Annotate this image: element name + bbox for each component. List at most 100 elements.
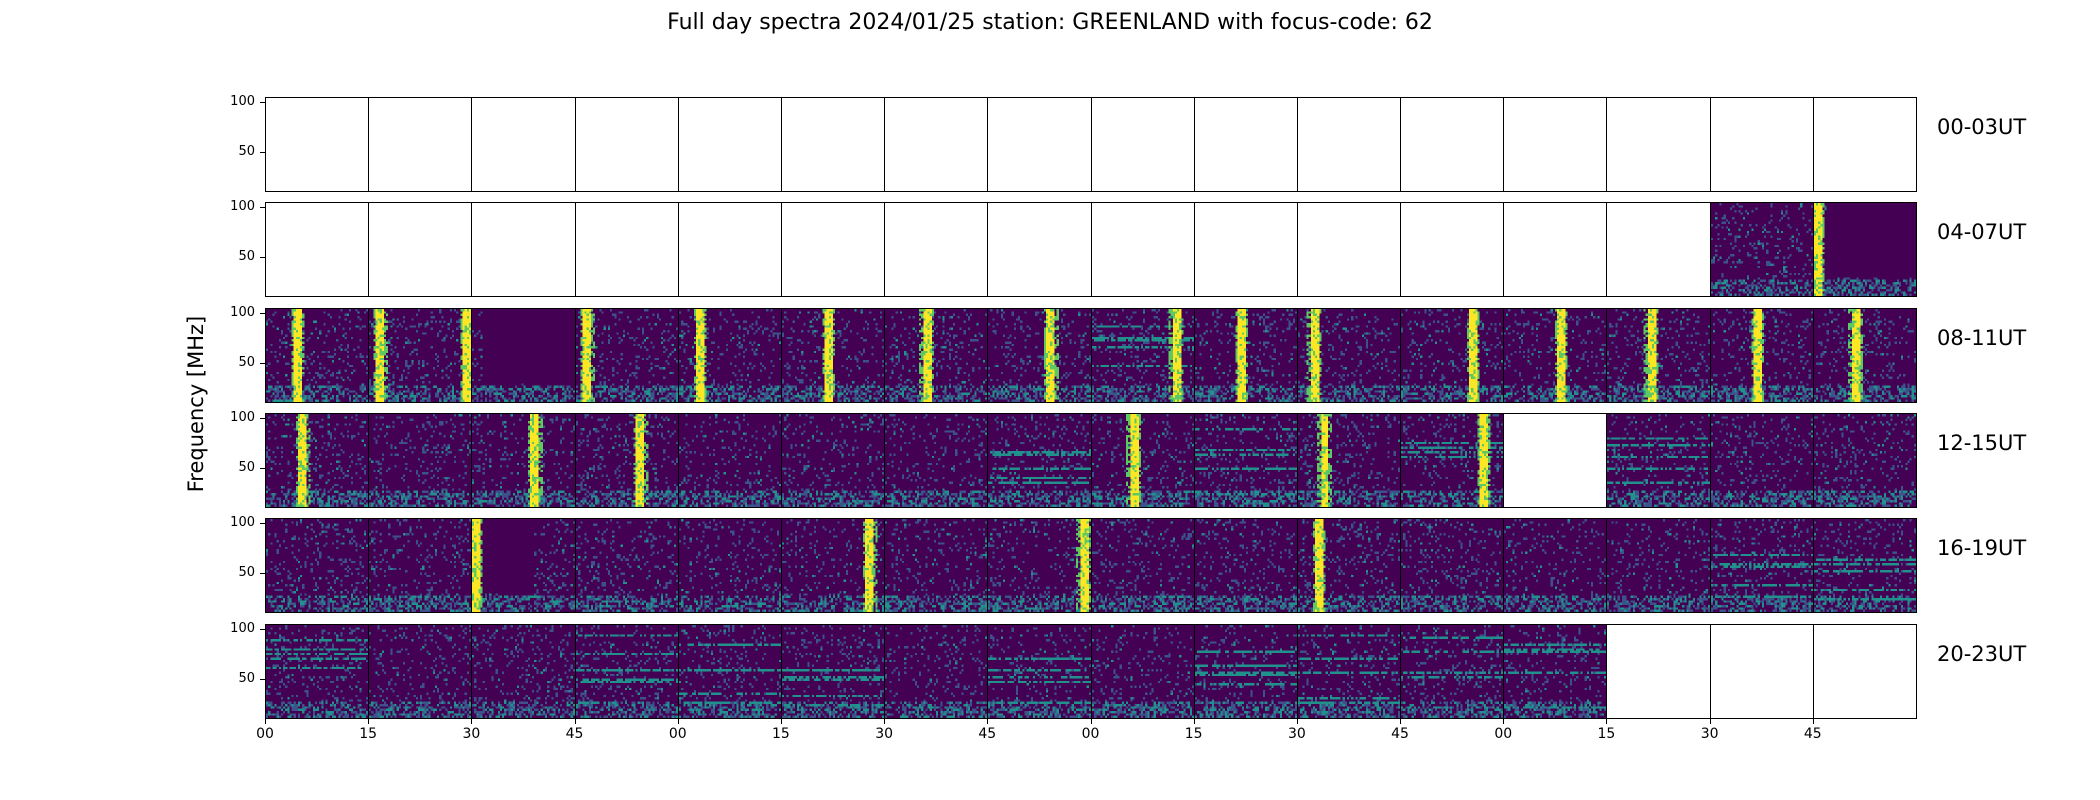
- spectrum-heatmap: [1091, 413, 1194, 507]
- spectrum-panel: [1503, 202, 1608, 298]
- spectrum-heatmap: [1297, 519, 1401, 613]
- y-tick-label: 100: [230, 409, 255, 425]
- x-tick-label: 30: [1287, 725, 1306, 742]
- y-tick-mark: [260, 678, 265, 680]
- x-tick-label: 45: [565, 725, 584, 742]
- spectrum-heatmap: [988, 624, 1091, 718]
- spectrum-panel: [471, 307, 576, 403]
- spectrum-panel: [884, 202, 989, 298]
- spectrum-panel: [677, 97, 782, 192]
- spectrum-heatmap: [781, 624, 885, 718]
- spectrum-heatmap: [1194, 308, 1297, 402]
- spectrum-panel: [471, 97, 576, 192]
- spectrum-panel: [1812, 412, 1917, 508]
- y-tick-label: 50: [238, 144, 255, 159]
- spectrum-heatmap: [1401, 308, 1504, 402]
- spectrum-panel: [1503, 412, 1608, 508]
- spectrum-panel: [368, 97, 473, 192]
- x-tick-mark: [471, 718, 473, 724]
- spectrum-panel: [1709, 518, 1814, 614]
- spectrum-panel: [677, 518, 782, 614]
- spectrum-panel: [1400, 623, 1505, 719]
- spectrum-heatmap: [1091, 519, 1194, 613]
- spectrum-heatmap: [1504, 624, 1607, 718]
- spectrum-heatmap: [575, 519, 678, 613]
- spectrum-panel: [1296, 202, 1402, 298]
- x-tick-mark: [1193, 718, 1195, 724]
- x-tick-label: 45: [978, 725, 997, 742]
- spectrum-heatmap: [266, 413, 369, 507]
- spectrum-panel: [1090, 97, 1195, 192]
- spectrum-panel: [1296, 623, 1402, 719]
- x-tick-label: 00: [256, 725, 274, 742]
- spectrum-heatmap: [472, 624, 575, 718]
- y-tick-mark: [260, 152, 265, 153]
- spectrum-panel: [1503, 518, 1608, 614]
- spectrum-panel: [1296, 412, 1402, 508]
- y-tick-mark: [260, 573, 265, 575]
- spectrum-panel: [1090, 202, 1195, 298]
- spectrum-heatmap: [678, 624, 781, 718]
- spectrum-panel: [265, 518, 370, 614]
- x-tick-label: 45: [1803, 725, 1822, 742]
- x-tick-label: 15: [772, 725, 790, 742]
- spectrum-heatmap: [885, 308, 988, 402]
- spectrum-heatmap: [1297, 308, 1401, 402]
- spectrum-panel: [1400, 412, 1505, 508]
- x-tick-mark: [1090, 718, 1092, 724]
- x-tick-label: 30: [1700, 725, 1719, 742]
- spectrum-panel: [677, 412, 782, 508]
- spectrum-heatmap: [472, 519, 575, 613]
- spectrum-panel: [1193, 202, 1298, 298]
- spectrum-panel: [677, 202, 782, 298]
- spectrum-heatmap: [1091, 624, 1194, 718]
- spectrum-heatmap: [1710, 519, 1813, 613]
- spectrum-heatmap: [678, 413, 781, 507]
- y-tick-label: 100: [230, 199, 255, 215]
- spectrum-panel: [1709, 623, 1814, 719]
- y-tick-mark: [260, 523, 265, 525]
- y-tick-label: 50: [238, 670, 255, 686]
- spectrum-panel: [780, 518, 886, 614]
- spectrum-heatmap: [369, 413, 472, 507]
- spectrum-heatmap: [678, 519, 781, 613]
- y-tick-mark: [260, 207, 265, 209]
- spectrum-panel: [987, 307, 1092, 403]
- spectrum-panel: [471, 518, 576, 614]
- y-tick-label: 100: [230, 515, 255, 531]
- spectrum-panel: [1193, 623, 1298, 719]
- spectrum-panel: [1812, 623, 1917, 719]
- spectrum-heatmap: [1710, 413, 1813, 507]
- x-tick-mark: [677, 718, 679, 724]
- x-tick-label: 00: [668, 725, 687, 742]
- spectrum-panel: [1090, 518, 1195, 614]
- spectrum-heatmap: [781, 519, 885, 613]
- y-tick-mark: [260, 257, 265, 259]
- spectrum-panel: [1812, 307, 1917, 403]
- spectrum-heatmap: [369, 624, 472, 718]
- spectrum-panel: [368, 518, 473, 614]
- spectrum-panel: [368, 202, 473, 298]
- y-tick-mark: [260, 417, 265, 419]
- spectrum-heatmap: [1607, 519, 1710, 613]
- spectrum-panel: [265, 623, 370, 719]
- spectrum-heatmap: [885, 413, 988, 507]
- x-tick-mark: [884, 718, 886, 724]
- spectrum-panel: [368, 412, 473, 508]
- spectrum-heatmap: [575, 308, 678, 402]
- spectrum-panel: [1503, 307, 1608, 403]
- spectrum-panel: [265, 307, 370, 403]
- x-tick-label: 15: [1184, 725, 1203, 742]
- y-tick-label: 50: [238, 459, 255, 475]
- x-tick-mark: [1709, 718, 1711, 724]
- spectrum-panel: [987, 412, 1092, 508]
- spectrum-panel: [1606, 307, 1711, 403]
- x-tick-label: 15: [1597, 725, 1616, 742]
- spectrum-heatmap: [781, 308, 885, 402]
- spectrum-heatmap: [1401, 519, 1504, 613]
- y-tick-mark: [260, 628, 265, 630]
- x-tick-mark: [1606, 718, 1608, 724]
- spectrum-panel: [265, 412, 370, 508]
- y-tick-label: 50: [238, 354, 255, 370]
- spectrum-heatmap: [1504, 308, 1607, 402]
